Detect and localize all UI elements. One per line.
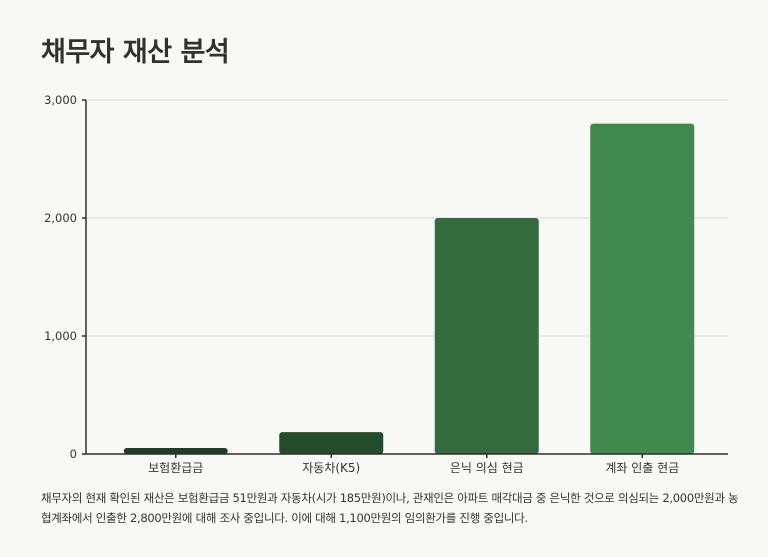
- bar: [434, 218, 539, 454]
- chart-caption: 채무자의 현재 확인된 재산은 보험환급금 51만원과 자동차(시가 185만원…: [41, 491, 739, 525]
- axes: [85, 100, 728, 455]
- y-tick-label: 3,000: [44, 93, 77, 107]
- bar: [123, 447, 228, 454]
- y-tick-label: 1,000: [44, 329, 77, 343]
- bars: [123, 123, 695, 454]
- x-tick-label: 보험환급금: [148, 461, 203, 475]
- y-tick-label: 0: [70, 447, 77, 461]
- chart-title: 채무자 재산 분석: [41, 37, 230, 68]
- x-axis-labels: 보험환급금 자동차(K5) 은닉 의심 현금 계좌 인출 현금: [148, 454, 679, 475]
- x-tick-label: 계좌 인출 현금: [605, 461, 679, 475]
- x-tick-label: 자동차(K5): [302, 461, 360, 475]
- x-tick-label: 은닉 의심 현금: [450, 461, 524, 475]
- y-tick-label: 2,000: [44, 211, 77, 225]
- bar-chart: 0 1,000 2,000 3,000 보험환급금 자동차(K5) 은닉 의심 현금 계좌 …: [44, 93, 728, 475]
- y-axis-ticks: 0 1,000 2,000 3,000: [44, 93, 86, 461]
- bar: [279, 432, 384, 454]
- bar: [590, 123, 695, 454]
